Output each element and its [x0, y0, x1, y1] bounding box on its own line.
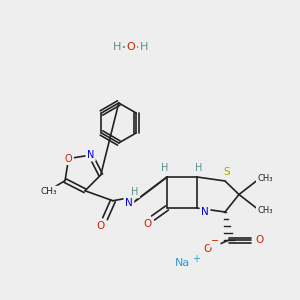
Text: N: N	[87, 150, 94, 160]
Text: O: O	[97, 221, 105, 231]
Text: S: S	[224, 167, 230, 177]
Text: H: H	[161, 163, 169, 173]
Text: O: O	[144, 219, 152, 229]
Text: CH₃: CH₃	[257, 206, 273, 215]
Text: N: N	[201, 207, 209, 217]
Text: −: −	[211, 236, 219, 246]
Text: H: H	[195, 163, 203, 173]
Text: O: O	[204, 244, 212, 254]
Text: +: +	[192, 254, 200, 264]
Text: Na: Na	[174, 258, 190, 268]
Text: CH₃: CH₃	[257, 174, 273, 183]
Text: CH₃: CH₃	[41, 187, 57, 196]
Text: O: O	[127, 42, 135, 52]
Text: H: H	[140, 42, 148, 52]
Text: H: H	[113, 42, 121, 52]
Text: O: O	[65, 154, 72, 164]
Text: H: H	[131, 187, 139, 197]
Text: N: N	[125, 198, 133, 208]
Text: O: O	[255, 235, 263, 245]
